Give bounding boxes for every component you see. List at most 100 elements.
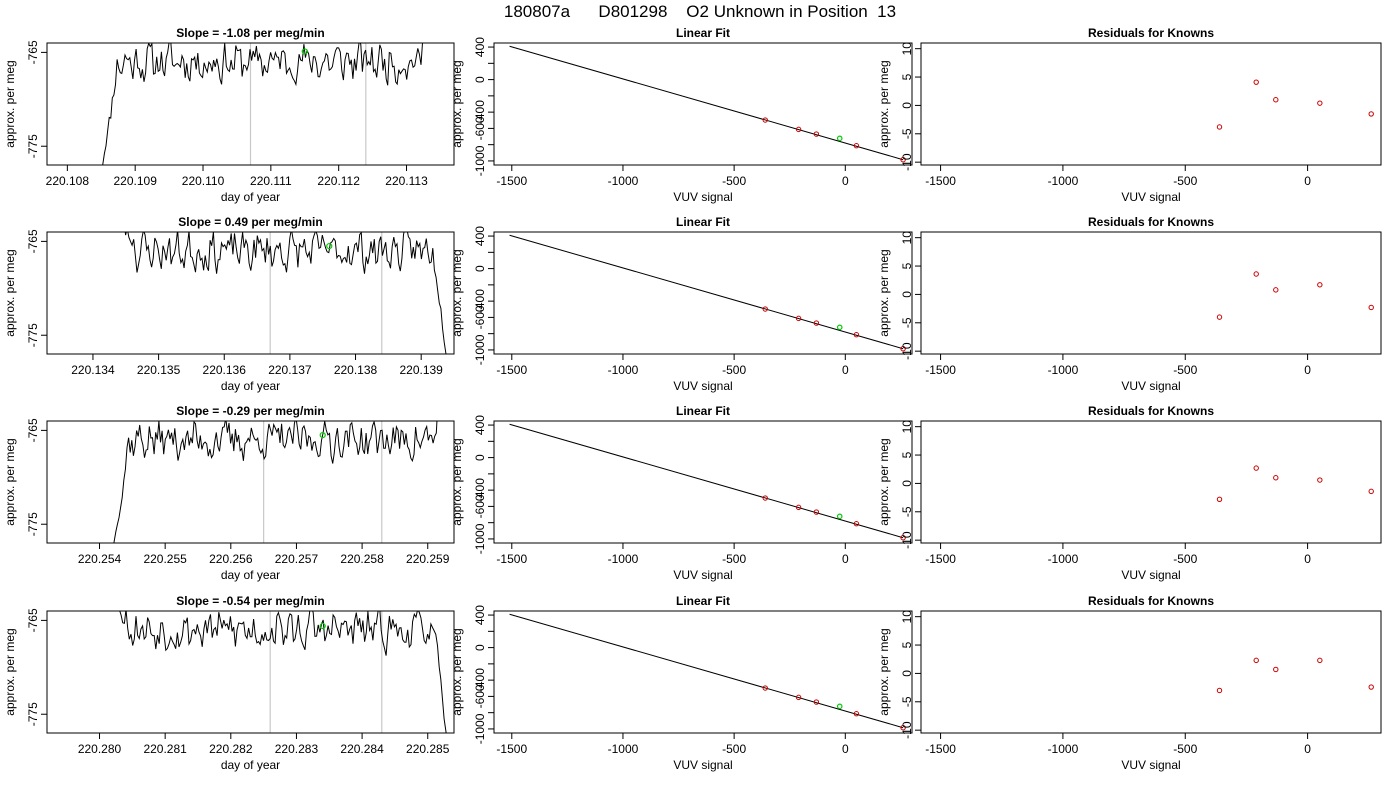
x-tick-label: 220.254 [78, 552, 122, 566]
data-layer [119, 611, 447, 733]
residual-point [1317, 100, 1323, 106]
x-tick-label: 0 [1304, 552, 1311, 566]
y-tick-label: 10 [900, 231, 914, 245]
x-axis: -1500 -1000 -500 0 [496, 543, 849, 566]
x-tick-label: -1000 [1048, 174, 1079, 188]
y-tick-label: -775 [26, 134, 40, 158]
data-layer [509, 613, 906, 731]
y-axis: -775 -765 [26, 418, 47, 536]
x-tick-label: -1000 [608, 363, 639, 377]
residual-point [1317, 282, 1323, 288]
plot-frame [920, 610, 1382, 734]
x-axis-label: VUV signal [673, 758, 732, 772]
x-axis: -1500 -1000 -500 0 [925, 733, 1311, 756]
known-point [900, 725, 906, 731]
panel-title: Residuals for Knowns [1088, 215, 1214, 229]
panel-title: Residuals for Knowns [1088, 594, 1214, 608]
y-tick-label: 10 [900, 420, 914, 434]
known-point [853, 711, 860, 717]
x-axis-label: day of year [221, 758, 280, 772]
panel-title: Slope = 0.49 per meg/min [178, 215, 322, 229]
panel-4-3: Residuals for Knowns -1500 -1000 -500 0 VUV s… [877, 594, 1382, 772]
x-axis: -1500 -1000 -500 0 [925, 165, 1311, 188]
x-axis-label: VUV signal [1121, 758, 1180, 772]
residual-point [1216, 124, 1223, 130]
known-point [813, 699, 820, 705]
y-tick-label: 400 [473, 226, 487, 246]
x-tick-label: -500 [1173, 174, 1197, 188]
x-tick-label: 220.138 [334, 363, 378, 377]
known-point [762, 306, 768, 312]
data-layer [509, 45, 906, 163]
residual-point [1317, 657, 1323, 664]
y-axis-label: approx. per meg [450, 249, 464, 336]
known-point [795, 126, 802, 133]
y-axis: -10 -5 0 5 10 [900, 42, 921, 171]
x-tick-label: -1500 [925, 174, 956, 188]
y-tick-label: 5 [900, 262, 914, 269]
unknown-marker [319, 431, 326, 439]
x-axis-label: VUV signal [673, 190, 732, 204]
known-point [853, 521, 860, 527]
residual-point [1368, 488, 1374, 495]
x-axis-label: day of year [221, 190, 280, 204]
panel-title: Slope = -0.29 per meg/min [176, 404, 324, 418]
y-tick-label: -10 [900, 721, 914, 739]
y-axis-label: approx. per meg [3, 60, 17, 147]
x-axis: 220.108 220.109 220.110 220.111 220.112 220.1… [46, 165, 428, 188]
x-tick-label: 220.283 [275, 742, 319, 756]
panel-title: Residuals for Knowns [1088, 26, 1214, 40]
plot-frame [920, 42, 1382, 166]
known-point [813, 131, 820, 137]
known-point [795, 694, 802, 701]
residual-point [1368, 304, 1374, 311]
residual-point [1216, 687, 1223, 694]
plot-frame [920, 420, 1382, 544]
fit-line [509, 423, 904, 539]
data-layer [509, 234, 906, 352]
y-tick-label: 0 [900, 291, 914, 298]
y-tick-label: 0 [473, 644, 487, 651]
x-tick-label: 0 [842, 552, 849, 566]
panel-3-3: Residuals for Knowns -1500 -1000 -500 0 VUV s… [877, 404, 1382, 582]
y-tick-label: -775 [26, 702, 40, 726]
y-tick-label: -1000 [473, 334, 487, 365]
y-tick-label: -10 [900, 342, 914, 360]
y-tick-label: -1000 [473, 145, 487, 176]
y-tick-label: -765 [26, 40, 40, 64]
x-tick-label: 220.256 [209, 552, 253, 566]
y-axis: -775 -765 [26, 229, 47, 347]
x-tick-label: 220.259 [406, 552, 450, 566]
x-axis: 220.280 220.281 220.282 220.283 220.284 220.2… [78, 733, 450, 756]
panel-title: Slope = -0.54 per meg/min [176, 594, 324, 608]
x-axis: -1500 -1000 -500 0 [496, 165, 849, 188]
x-axis: -1500 -1000 -500 0 [925, 543, 1311, 566]
x-tick-label: 220.134 [71, 363, 115, 377]
y-tick-label: 400 [473, 415, 487, 435]
x-tick-label: 0 [842, 174, 849, 188]
y-tick-label: -400 [473, 289, 487, 313]
y-tick-label: -765 [26, 229, 40, 253]
x-tick-label: -1500 [496, 174, 527, 188]
y-tick-label: -765 [26, 608, 40, 632]
y-tick-label: 0 [473, 454, 487, 461]
known-point [762, 495, 768, 501]
panel-title: Linear Fit [676, 26, 730, 40]
known-point [813, 320, 820, 326]
y-axis-label: approx. per meg [3, 249, 17, 336]
page-title: 180807a D801298 O2 Unknown in Position 1… [503, 2, 897, 21]
y-tick-label: -400 [473, 668, 487, 692]
y-axis: -775 -765 [26, 40, 47, 158]
residual-point [1273, 666, 1279, 673]
y-tick-label: -765 [26, 418, 40, 442]
x-tick-label: -500 [722, 742, 746, 756]
panel-title: Linear Fit [676, 404, 730, 418]
residual-point [1368, 111, 1374, 117]
y-axis-label: approx. per meg [877, 249, 891, 336]
x-axis-label: day of year [221, 379, 280, 393]
y-tick-label: -5 [900, 317, 914, 328]
x-tick-label: -500 [722, 552, 746, 566]
y-tick-label: -5 [900, 128, 914, 139]
fit-line [509, 613, 904, 729]
